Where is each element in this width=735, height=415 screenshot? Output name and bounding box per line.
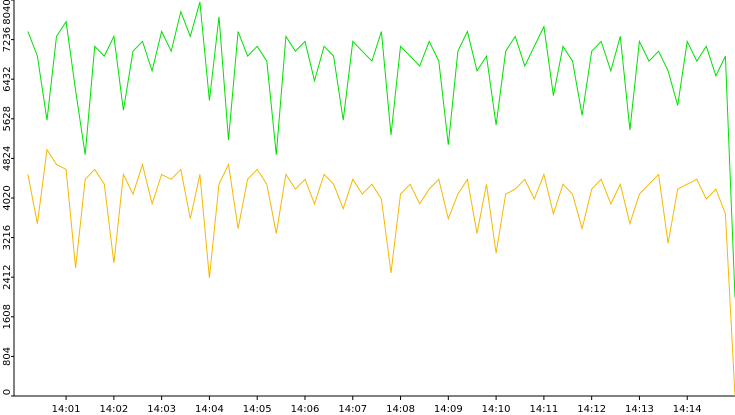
x-tick-label: 14:14 [673, 404, 702, 415]
x-tick-label: 14:03 [147, 404, 176, 415]
y-tick-label: 2412 [2, 264, 13, 289]
x-tick-label: 14:09 [434, 404, 463, 415]
x-tick-label: 14:02 [99, 404, 128, 415]
x-tick-label: 14:01 [52, 404, 81, 415]
x-tick-label: 14:07 [338, 404, 367, 415]
x-tick-label: 14:04 [195, 404, 224, 415]
y-tick-label: 4824 [2, 146, 13, 171]
x-tick-label: 14:11 [529, 404, 558, 415]
y-tick-label: 0 [2, 389, 13, 395]
x-tick-label: 14:08 [386, 404, 415, 415]
y-tick-label: 5628 [2, 106, 13, 131]
x-tick-label: 14:10 [482, 404, 511, 415]
y-tick-label: 8040 [2, 0, 13, 25]
y-tick-label: 804 [2, 347, 13, 366]
y-tick-label: 1608 [2, 304, 13, 329]
series-line [27, 148, 735, 397]
series-line [27, 1, 735, 298]
x-tick-label: 14:05 [243, 404, 272, 415]
x-tick-label: 14:12 [577, 404, 606, 415]
x-tick-label: 14:06 [291, 404, 320, 415]
y-tick-label: 6432 [2, 66, 13, 91]
y-tick-label: 3216 [2, 225, 13, 250]
x-tick-label: 14:13 [625, 404, 654, 415]
y-tick-label: 7236 [2, 27, 13, 52]
y-tick-label: 4020 [2, 185, 13, 210]
